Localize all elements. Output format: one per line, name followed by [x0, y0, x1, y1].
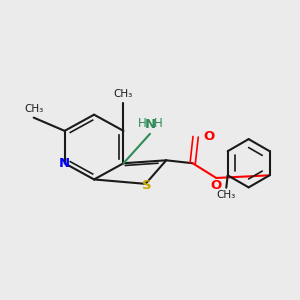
Text: CH₃: CH₃	[24, 104, 43, 114]
Text: O: O	[203, 130, 214, 143]
Text: H: H	[137, 117, 146, 130]
Text: H: H	[154, 117, 163, 130]
Text: CH₃: CH₃	[217, 190, 236, 200]
Text: S: S	[142, 178, 152, 191]
Text: N: N	[144, 118, 156, 131]
Text: N: N	[58, 157, 70, 170]
Text: O: O	[211, 179, 222, 192]
Text: CH₃: CH₃	[114, 89, 133, 99]
